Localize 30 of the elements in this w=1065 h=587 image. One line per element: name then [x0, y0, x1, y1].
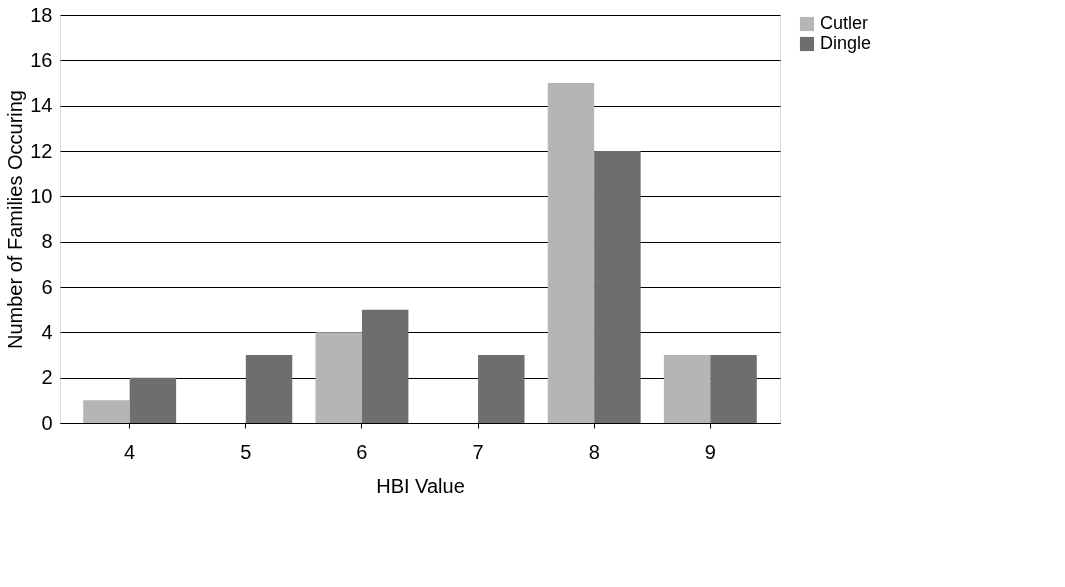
y-tick-label: 6 [41, 275, 53, 298]
y-tick-label: 4 [41, 320, 53, 343]
y-tick-label: 16 [30, 48, 53, 71]
x-tick-label: 6 [356, 440, 368, 463]
legend-label: Dingle [820, 33, 872, 53]
y-tick-label: 12 [30, 139, 53, 162]
bar [361, 309, 409, 423]
bar [663, 355, 711, 423]
x-tick-label: 4 [124, 440, 136, 463]
bar [315, 332, 362, 423]
x-axis-title: HBI Value [376, 474, 465, 497]
y-tick-label: 14 [30, 94, 53, 117]
y-tick-label: 10 [30, 184, 53, 207]
y-axis-title: Number of Families Occuring [4, 90, 27, 349]
bar [245, 355, 293, 423]
bar [594, 151, 641, 423]
y-tick-label: 0 [41, 411, 53, 434]
x-tick-label: 5 [240, 440, 252, 463]
x-tick-label: 8 [588, 440, 600, 463]
bar [547, 83, 595, 423]
y-tick-label: 18 [30, 3, 53, 26]
bar [83, 400, 130, 423]
bar [129, 377, 177, 423]
x-tick-label: 9 [704, 440, 716, 463]
y-tick-label: 2 [41, 366, 53, 389]
bar [710, 355, 757, 423]
bar [478, 355, 525, 423]
legend-label: Cutler [820, 13, 869, 33]
y-tick-label: 8 [41, 230, 53, 253]
x-tick-label: 7 [472, 440, 484, 463]
